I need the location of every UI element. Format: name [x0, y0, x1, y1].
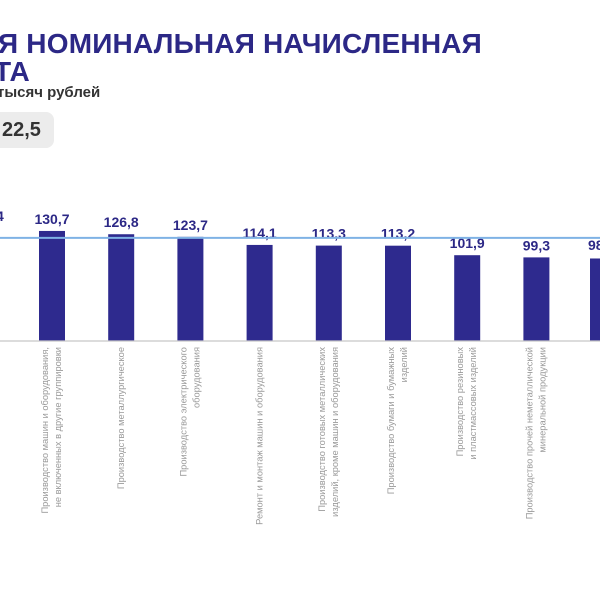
category-label: оборудования [191, 347, 201, 408]
bar [523, 257, 550, 341]
category-label: Ремонт и монтаж машин и оборудования [255, 347, 265, 525]
bar [246, 244, 273, 341]
bar [454, 255, 481, 341]
value-label: 123,7 [173, 217, 208, 233]
value-label: 101,9 [450, 235, 485, 251]
category-label: Производство прочей неметаллической [524, 347, 534, 519]
bar [39, 230, 65, 341]
average-value-badge: 22,5 [0, 112, 54, 148]
bar [315, 245, 342, 341]
category-label: изделий, кроме машин и оборудования [330, 347, 340, 517]
category-label: не включенных в другие группировки [53, 347, 63, 507]
bar [385, 245, 411, 341]
category-label: Производство машин и оборудования, [40, 347, 50, 514]
category-label: Производство готовых металлических [317, 347, 327, 512]
chart-title-line-1: Я НОМИНАЛЬНАЯ НАЧИСЛЕННАЯ [0, 28, 482, 59]
value-label-partial-left: 4 [0, 208, 4, 224]
category-label: Производство металлургическое [116, 347, 126, 489]
bar [177, 236, 204, 341]
chart-subtitle: тысяч рублей [0, 84, 101, 101]
value-label: 113,2 [381, 226, 415, 242]
value-label: 126,8 [104, 214, 139, 230]
category-label: минеральной продукции [537, 347, 547, 453]
value-label: 99,3 [523, 237, 550, 253]
value-label: 130,7 [34, 211, 69, 227]
average-value: 22,5 [2, 119, 41, 141]
category-label: и пластмассовых изделий [468, 347, 478, 460]
category-label: Производство бумаги и бумажных [386, 347, 396, 495]
value-label-partial-right: 98 [588, 237, 600, 253]
value-label: 113,3 [312, 226, 346, 242]
category-label: изделий [399, 347, 409, 382]
bar [108, 234, 135, 341]
bar-partial-right [590, 258, 600, 341]
category-label: Производство электрического [178, 347, 188, 477]
category-label: Производство резиновых [455, 347, 465, 457]
chart-title-line-2: ТА [0, 56, 30, 87]
